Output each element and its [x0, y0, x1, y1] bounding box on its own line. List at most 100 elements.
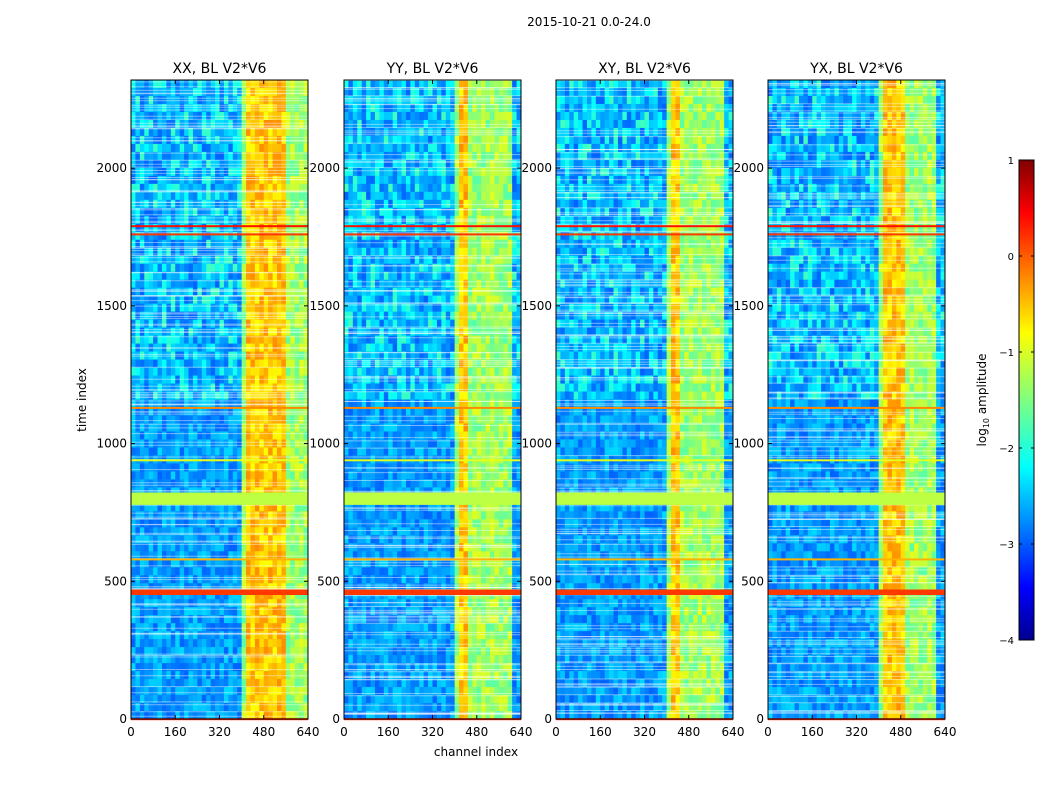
- heatmap-cell: [192, 591, 198, 600]
- heatmap-cell: [250, 263, 256, 272]
- heatmap-cell: [228, 231, 234, 241]
- heatmap-cell: [268, 639, 273, 648]
- heatmap-cell: [228, 183, 234, 193]
- heatmap-cell: [344, 319, 349, 328]
- heatmap-cell: [179, 303, 185, 312]
- heatmap-cell: [454, 143, 460, 153]
- x-tick-label: 160: [164, 725, 187, 739]
- heatmap-cell: [201, 159, 207, 169]
- heatmap-cell: [135, 303, 141, 312]
- heatmap-cell: [259, 87, 265, 97]
- heatmap-cell: [290, 151, 296, 161]
- heatmap-cell: [348, 191, 354, 201]
- heatmap-cell: [507, 143, 513, 153]
- heatmap-cell: [370, 367, 376, 376]
- heatmap-cell: [246, 551, 251, 560]
- heatmap-cell: [206, 399, 211, 408]
- heatmap-cell: [259, 631, 265, 640]
- heatmap-cell: [388, 127, 393, 137]
- heatmap-cell: [485, 319, 491, 328]
- heatmap-cell: [192, 519, 198, 528]
- heatmap-cell: [188, 615, 194, 624]
- heatmap-cell: [139, 255, 145, 265]
- heatmap-cell: [352, 375, 358, 384]
- heatmap-cell: [228, 80, 234, 89]
- heatmap-cell: [246, 223, 251, 233]
- heatmap-cell: [232, 567, 238, 576]
- heatmap-cell: [281, 255, 287, 265]
- heatmap-cell: [166, 623, 172, 632]
- heatmap-cell: [303, 223, 309, 233]
- heatmap-cell: [188, 95, 194, 105]
- heatmap-cell: [144, 615, 149, 624]
- heatmap-cell: [281, 399, 287, 408]
- heatmap-cell: [241, 279, 247, 288]
- heatmap-cell: [290, 103, 296, 113]
- heatmap-cell: [445, 191, 451, 201]
- heatmap-cell: [357, 327, 362, 336]
- heatmap-cell: [237, 175, 242, 185]
- heatmap-cell: [290, 167, 296, 177]
- heatmap-cell: [419, 335, 424, 344]
- heatmap-cell: [241, 647, 247, 656]
- heatmap-cell: [144, 471, 149, 480]
- heatmap-cell: [263, 95, 269, 105]
- heatmap-cell: [366, 327, 371, 336]
- heatmap-cell: [259, 527, 265, 536]
- heatmap-cell: [166, 607, 172, 616]
- heatmap-cell: [498, 159, 504, 169]
- heatmap-cell: [206, 167, 211, 177]
- heatmap-cell: [476, 191, 482, 201]
- heatmap-cell: [259, 687, 265, 696]
- heatmap-cell: [166, 423, 172, 432]
- heatmap-cell: [281, 303, 287, 312]
- heatmap-cell: [250, 319, 256, 328]
- heatmap-cell: [250, 407, 256, 416]
- heatmap-cell: [197, 671, 203, 680]
- heatmap-cell: [498, 367, 504, 376]
- heatmap-cell: [414, 375, 420, 384]
- heatmap-cell: [348, 319, 354, 328]
- heatmap-cell: [241, 311, 247, 320]
- heatmap-cell: [290, 207, 296, 217]
- heatmap-cell: [259, 695, 265, 704]
- heatmap-cell: [472, 175, 478, 185]
- heatmap-cell: [436, 271, 442, 280]
- heatmap-cell: [423, 327, 429, 336]
- heatmap-cell: [210, 551, 216, 560]
- heatmap-cell: [197, 351, 203, 360]
- heatmap-cell: [481, 383, 486, 392]
- heatmap-cell: [219, 631, 225, 640]
- heatmap-cell: [401, 119, 407, 129]
- heatmap-cell: [157, 151, 163, 161]
- heatmap-cell: [184, 631, 189, 640]
- heatmap-cell: [232, 615, 238, 624]
- heatmap-cell: [254, 415, 260, 424]
- heatmap-cell: [268, 415, 273, 424]
- heatmap-cell: [228, 463, 234, 472]
- heatmap-cell: [170, 159, 176, 169]
- heatmap-cell: [516, 175, 522, 185]
- heatmap-cell: [259, 399, 265, 408]
- heatmap-cell: [428, 231, 433, 241]
- heatmap-cell: [485, 375, 491, 384]
- heatmap-cell: [232, 703, 238, 712]
- heatmap-cell: [188, 199, 194, 209]
- heatmap-cell: [516, 151, 522, 161]
- heatmap-cell: [352, 111, 358, 121]
- heatmap-cell: [139, 143, 145, 153]
- heatmap-cell: [219, 287, 225, 296]
- heatmap-cell: [361, 295, 367, 304]
- heatmap-cell: [481, 311, 486, 320]
- heatmap-cell: [215, 503, 220, 512]
- heatmap-cell: [161, 399, 167, 408]
- heatmap-cell: [348, 183, 354, 193]
- heatmap-cell: [490, 127, 495, 137]
- heatmap-cell: [157, 535, 163, 544]
- heatmap-cell: [516, 391, 522, 400]
- heatmap-cell: [237, 631, 242, 640]
- heatmap-cell: [268, 527, 273, 536]
- heatmap-cell: [268, 151, 273, 161]
- heatmap-cell: [419, 287, 424, 296]
- heatmap-cell: [507, 103, 513, 113]
